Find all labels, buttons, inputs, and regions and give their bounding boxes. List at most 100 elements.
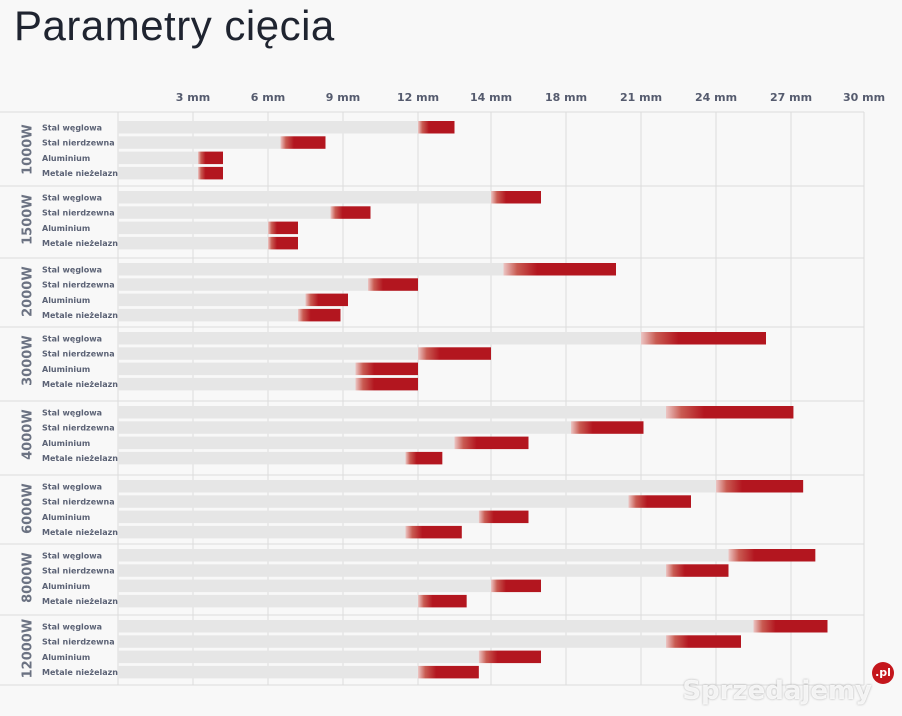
material-label: Aluminium xyxy=(42,365,90,374)
page-title: Parametry cięcia xyxy=(14,2,335,49)
material-label: Metale nieżelazne xyxy=(42,597,124,606)
bar-track xyxy=(118,451,406,465)
bar-range xyxy=(418,347,491,360)
material-label: Aluminium xyxy=(42,653,90,662)
material-label: Stal nierdzewna xyxy=(42,567,115,576)
material-label: Aluminium xyxy=(42,154,90,163)
bar-range xyxy=(418,121,455,134)
watermark-text: Sprzedajemy xyxy=(682,676,872,706)
material-label: Metale nieżelazne xyxy=(42,239,124,248)
bar-track xyxy=(118,166,198,180)
x-tick-label: 30 mm xyxy=(843,91,885,104)
x-tick-label: 6 mm xyxy=(251,91,285,104)
material-label: Metale nieżelazne xyxy=(42,380,124,389)
material-label: Stal węglowa xyxy=(42,193,102,202)
x-tick-label: 21 mm xyxy=(620,91,662,104)
bar-range xyxy=(355,377,418,391)
bar-track xyxy=(118,347,418,360)
bar-track xyxy=(118,206,331,219)
bar-track xyxy=(118,436,455,450)
bar-track xyxy=(118,278,368,291)
bar-track xyxy=(118,549,729,562)
bar-track xyxy=(118,151,198,165)
bar-range xyxy=(198,166,223,180)
bar-track xyxy=(118,594,418,608)
bar-track xyxy=(118,579,491,593)
power-group-label: 12000W xyxy=(21,619,36,679)
bar-track xyxy=(118,377,356,391)
material-label: Stal węglowa xyxy=(42,123,102,132)
bar-range xyxy=(628,495,691,508)
material-label: Stal węglowa xyxy=(42,551,102,560)
material-label: Metale nieżelazne xyxy=(42,528,124,537)
bar-range xyxy=(418,665,479,679)
x-tick-label: 27 mm xyxy=(770,91,812,104)
bar-track xyxy=(118,236,268,250)
material-label: Stal nierdzewna xyxy=(42,498,115,507)
material-label: Aluminium xyxy=(42,439,90,448)
bar-track xyxy=(118,121,418,134)
bar-range xyxy=(298,308,341,322)
bar-track xyxy=(118,510,479,524)
x-tick-label: 9 mm xyxy=(326,91,360,104)
x-tick-label: 24 mm xyxy=(695,91,737,104)
bar-track xyxy=(118,191,491,204)
material-label: Metale nieżelazne xyxy=(42,454,124,463)
bar-track xyxy=(118,650,479,664)
bar-track xyxy=(118,263,504,276)
material-label: Stal węglowa xyxy=(42,408,102,417)
power-group-label: 4000W xyxy=(21,409,36,460)
bar-range xyxy=(280,136,326,149)
bar-track xyxy=(118,495,629,508)
bar-range xyxy=(728,549,816,562)
bar-range xyxy=(503,263,616,276)
bar-range xyxy=(666,406,794,419)
bar-range xyxy=(491,579,541,593)
bar-track xyxy=(118,332,641,345)
bar-range xyxy=(753,620,828,633)
bar-range xyxy=(478,510,529,524)
bar-range xyxy=(268,221,298,235)
bar-track xyxy=(118,293,306,307)
bar-range xyxy=(368,278,418,291)
bar-range xyxy=(491,191,541,204)
power-group-label: 2000W xyxy=(21,266,36,317)
material-label: Metale nieżelazne xyxy=(42,311,124,320)
bar-range xyxy=(641,332,766,345)
material-label: Aluminium xyxy=(42,513,90,522)
material-label: Stal węglowa xyxy=(42,622,102,631)
x-tick-label: 3 mm xyxy=(176,91,210,104)
bar-track xyxy=(118,525,406,539)
material-label: Stal nierdzewna xyxy=(42,139,115,148)
bar-range xyxy=(666,635,741,648)
x-tick-label: 12 mm xyxy=(397,91,439,104)
x-tick-label: 18 mm xyxy=(545,91,587,104)
bar-track xyxy=(118,421,571,434)
material-label: Aluminium xyxy=(42,224,90,233)
bar-range xyxy=(454,436,529,450)
bar-track xyxy=(118,665,418,679)
power-group-label: 6000W xyxy=(21,483,36,534)
material-label: Metale nieżelazne xyxy=(42,668,124,677)
material-label: Metale nieżelazne xyxy=(42,169,124,178)
watermark-logo: Sprzedajemy .pl xyxy=(682,662,894,706)
bar-range xyxy=(405,451,443,465)
bar-track xyxy=(118,480,716,493)
bar-range xyxy=(478,650,541,664)
bar-track xyxy=(118,136,281,149)
bar-range xyxy=(666,564,729,577)
material-label: Stal nierdzewna xyxy=(42,638,115,647)
bar-range xyxy=(198,151,223,165)
material-label: Stal nierdzewna xyxy=(42,350,115,359)
bar-track xyxy=(118,308,298,322)
bar-range xyxy=(268,236,298,250)
power-group-label: 1000W xyxy=(21,124,36,175)
bar-track xyxy=(118,406,666,419)
bar-range xyxy=(716,480,804,493)
material-label: Stal węglowa xyxy=(42,482,102,491)
material-label: Stal węglowa xyxy=(42,265,102,274)
bar-range xyxy=(418,594,467,608)
watermark-badge: .pl xyxy=(872,662,894,684)
bar-range xyxy=(355,362,418,376)
